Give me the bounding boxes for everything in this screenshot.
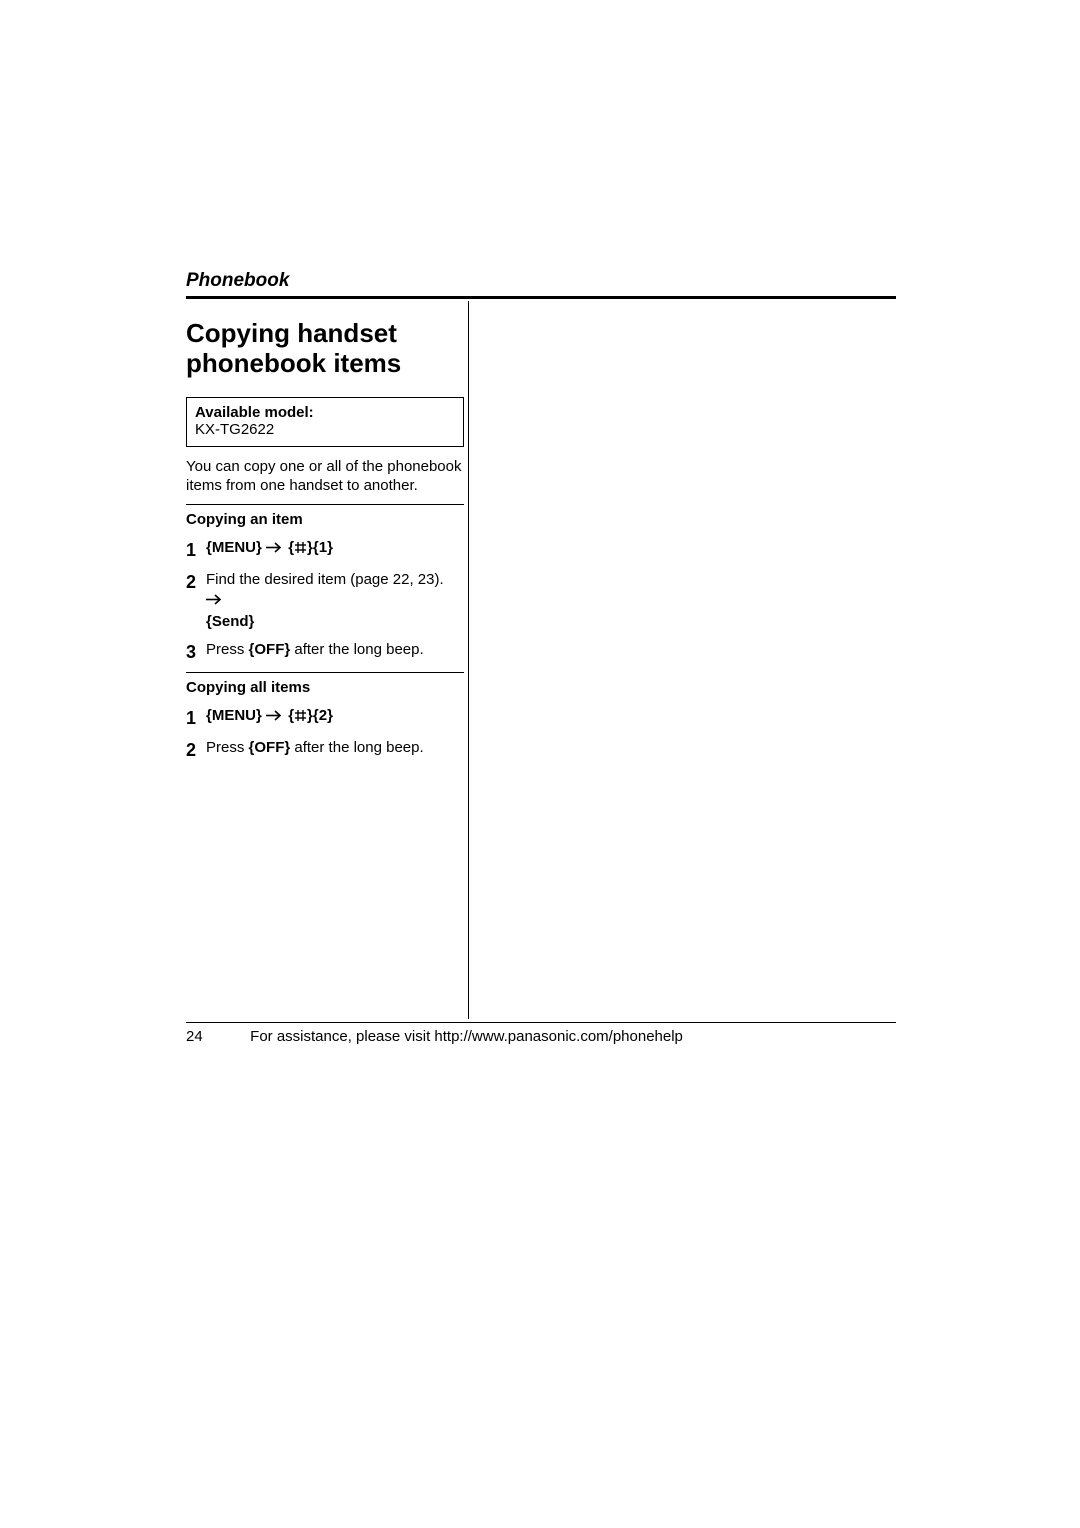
step-text-a: Press [206, 641, 249, 658]
step-text-b: after the long beep. [290, 739, 423, 756]
header-rule [186, 296, 896, 299]
off-key: {OFF} [249, 739, 291, 756]
step-text: Find the desired item (page 22, 23). [206, 571, 444, 588]
sub-title-copy-item: Copying an item [186, 511, 464, 528]
menu-key: {MENU} [206, 707, 262, 724]
section-title-line2: phonebook items [186, 348, 401, 378]
content-area: Phonebook Copying handset phonebook item… [186, 270, 896, 1036]
step-number: 1 [186, 538, 206, 562]
step-body: {MENU} {}{1} [206, 538, 464, 560]
available-model-box: Available model: KX-TG2622 [186, 397, 464, 447]
step-text-b: after the long beep. [290, 641, 423, 658]
step-row: 2 Press {OFF} after the long beep. [186, 738, 464, 762]
hash-key: {}{1} [288, 539, 333, 556]
intro-text: You can copy one or all of the phonebook… [186, 457, 464, 496]
step-text-a: Press [206, 739, 249, 756]
menu-key: {MENU} [206, 539, 262, 556]
step-row: 2 Find the desired item (page 22, 23). {… [186, 570, 464, 632]
column-divider [468, 301, 469, 1019]
step-row: 1 {MENU} {}{1} [186, 538, 464, 562]
divider-rule-2 [186, 672, 464, 673]
arrow-icon [266, 707, 284, 727]
available-model-value: KX-TG2622 [195, 421, 455, 438]
step-row: 3 Press {OFF} after the long beep. [186, 640, 464, 664]
page-footer: 24 For assistance, please visit http://w… [186, 1028, 896, 1045]
available-model-label: Available model: [195, 404, 455, 421]
footer-assistance-text: For assistance, please visit http://www.… [250, 1028, 683, 1045]
step-number: 3 [186, 640, 206, 664]
two-column-area: Copying handset phonebook items Availabl… [186, 301, 896, 1019]
send-key: {Send} [206, 613, 254, 630]
hash-icon [294, 540, 307, 560]
step-number: 1 [186, 706, 206, 730]
step-body: Press {OFF} after the long beep. [206, 738, 464, 758]
step-number: 2 [186, 738, 206, 762]
hash-icon [294, 708, 307, 728]
page-number: 24 [186, 1028, 246, 1045]
step-body: {MENU} {}{2} [206, 706, 464, 728]
section-title-line1: Copying handset [186, 318, 397, 348]
manual-page: Phonebook Copying handset phonebook item… [0, 0, 1080, 1528]
footer-rule [186, 1022, 896, 1023]
step-number: 2 [186, 570, 206, 594]
arrow-icon [206, 591, 224, 611]
hash-key: {}{2} [288, 707, 333, 724]
chapter-header: Phonebook [186, 270, 896, 296]
arrow-icon [266, 539, 284, 559]
divider-rule-1 [186, 504, 464, 505]
off-key: {OFF} [249, 641, 291, 658]
sub-title-copy-all: Copying all items [186, 679, 464, 696]
section-title: Copying handset phonebook items [186, 319, 464, 379]
step-row: 1 {MENU} {}{2} [186, 706, 464, 730]
step-body: Press {OFF} after the long beep. [206, 640, 464, 660]
left-column: Copying handset phonebook items Availabl… [186, 301, 464, 771]
step-body: Find the desired item (page 22, 23). {Se… [206, 570, 464, 632]
